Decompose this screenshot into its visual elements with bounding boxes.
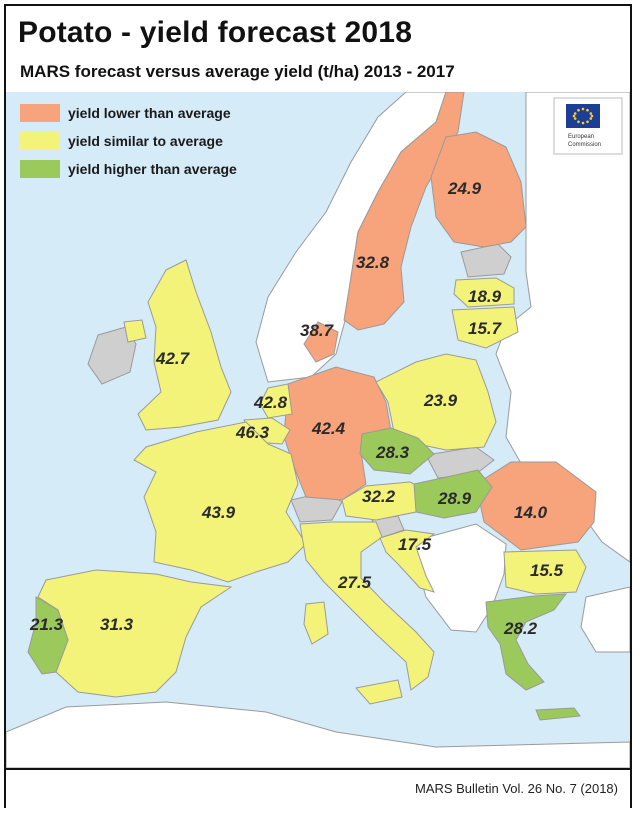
france (133, 421, 307, 583)
value-spain: 31.3 (100, 615, 134, 634)
logo-org-line2: Commission (568, 142, 601, 148)
north-africa (6, 701, 630, 768)
crete (535, 707, 581, 721)
legend-swatch-higher (20, 160, 60, 178)
legend-label-lower: yield lower than average (68, 105, 231, 121)
value-romania: 14.0 (514, 503, 548, 522)
netherlands (259, 383, 293, 419)
map-area: 24.9 32.8 38.7 18.9 15.7 42.7 42.8 46.3 … (6, 92, 630, 768)
finland (430, 131, 527, 248)
value-greece: 28.2 (503, 619, 538, 638)
value-france: 43.9 (201, 503, 236, 522)
sicily (355, 679, 403, 705)
sweden (343, 92, 465, 331)
value-poland: 23.9 (423, 391, 458, 410)
legend-label-similar: yield similar to average (68, 133, 223, 149)
turkey (580, 586, 630, 653)
romania (475, 461, 597, 551)
portugal (27, 596, 69, 675)
value-netherlands: 42.8 (253, 393, 288, 412)
latvia (453, 277, 515, 308)
value-denmark: 38.7 (300, 321, 335, 340)
value-austria: 32.2 (362, 487, 396, 506)
legend-label-higher: yield higher than average (68, 161, 237, 177)
map-subtitle: MARS forecast versus average yield (t/ha… (20, 62, 455, 81)
value-hungary: 28.9 (437, 489, 472, 508)
value-latvia: 18.9 (468, 287, 502, 306)
northern-ireland (123, 319, 147, 343)
value-sweden: 32.8 (356, 253, 390, 272)
value-uk: 42.7 (155, 349, 191, 368)
europe-map: 24.9 32.8 38.7 18.9 15.7 42.7 42.8 46.3 … (6, 92, 630, 768)
source-citation: MARS Bulletin Vol. 26 No. 7 (2018) (414, 781, 618, 796)
footer: MARS Bulletin Vol. 26 No. 7 (2018) (6, 768, 630, 808)
czechia (359, 427, 435, 475)
eu-commission-logo: European Commission (553, 97, 623, 155)
legend: yield lower than average yield similar t… (20, 104, 237, 178)
logo-org-line1: European (568, 134, 594, 140)
poland (375, 353, 497, 451)
value-finland: 24.9 (447, 179, 482, 198)
value-croatia: 17.5 (398, 535, 432, 554)
value-italy: 27.5 (337, 573, 372, 592)
value-lithuania: 15.7 (468, 319, 503, 338)
map-title: Potato - yield forecast 2018 (18, 16, 413, 49)
value-czechia: 28.3 (375, 443, 410, 462)
value-germany: 42.4 (311, 419, 346, 438)
hungary (413, 469, 493, 519)
great-britain (137, 259, 232, 431)
denmark (303, 321, 339, 363)
italy (299, 521, 435, 691)
bulgaria (503, 549, 587, 595)
eu-flag-icon (566, 104, 600, 128)
header: Potato - yield forecast 2018 MARS foreca… (6, 6, 630, 92)
legend-swatch-lower (20, 104, 60, 122)
greece (485, 593, 568, 691)
map-figure: Potato - yield forecast 2018 MARS foreca… (4, 4, 632, 808)
lithuania (451, 306, 519, 349)
value-belgium: 46.3 (235, 423, 270, 442)
value-portugal: 21.3 (29, 615, 64, 634)
sardinia (303, 601, 329, 645)
russia-belarus (495, 92, 630, 563)
value-bulgaria: 15.5 (530, 561, 564, 580)
croatia (379, 529, 436, 593)
legend-swatch-similar (20, 132, 60, 150)
